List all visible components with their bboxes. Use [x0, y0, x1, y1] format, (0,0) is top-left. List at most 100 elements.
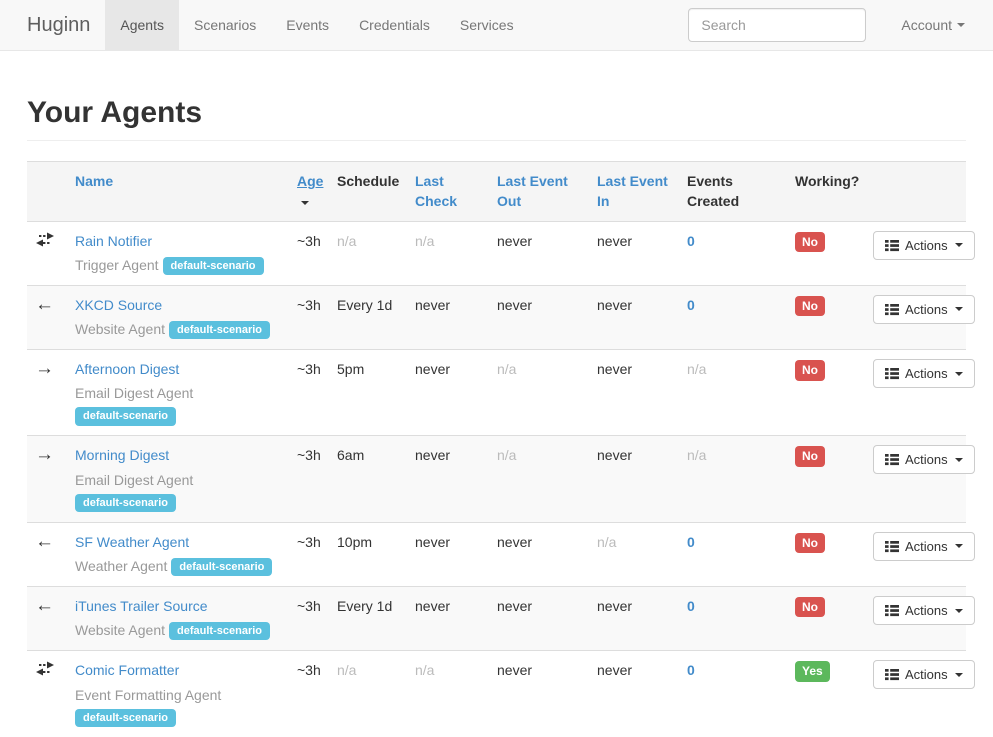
agent-name-link[interactable]: iTunes Trailer Source [75, 598, 208, 615]
direction-cell: → [27, 436, 67, 522]
caret-down-icon [954, 307, 963, 312]
scenario-badge[interactable]: default-scenario [75, 493, 176, 512]
main-content: Your Agents Name Age Schedule Last Check… [0, 96, 993, 737]
list-icon [885, 239, 899, 252]
last-check-value: n/a [415, 232, 435, 249]
nav-item-services[interactable]: Services [459, 17, 514, 33]
arrow-left-icon: ← [35, 530, 54, 552]
last-check-value: never [415, 533, 451, 550]
events-created-cell: 0 [679, 522, 787, 586]
sort-last-check-link[interactable]: Last Check [415, 173, 458, 210]
events-created-link[interactable]: 0 [687, 662, 695, 679]
sort-last-event-in-link[interactable]: Last Event In [597, 173, 668, 210]
nav-item-events[interactable]: Events [286, 17, 330, 33]
actions-button[interactable]: Actions [873, 660, 975, 690]
nav-item-agents[interactable]: Agents [105, 0, 179, 50]
working-badge: No [795, 295, 825, 317]
list-icon [885, 604, 899, 617]
sort-last-event-out-link[interactable]: Last Event Out [497, 173, 568, 210]
list-icon [885, 668, 899, 681]
events-created-value: n/a [687, 447, 707, 464]
events-created-link[interactable]: 0 [687, 533, 695, 550]
working-cell: No [787, 587, 865, 651]
header-last-check: Last Check [407, 161, 489, 222]
last-check-value: never [415, 598, 451, 615]
scenario-badge[interactable]: default-scenario [162, 256, 264, 275]
actions-button[interactable]: Actions [873, 294, 975, 324]
events-created-link[interactable]: 0 [687, 296, 695, 313]
list-icon [885, 540, 899, 553]
nav-item-scenarios[interactable]: Scenarios [193, 17, 257, 33]
agent-subline: Email Digest Agent default-scenario [75, 469, 281, 513]
agent-name-link[interactable]: XKCD Source [75, 296, 163, 313]
events-created-link[interactable]: 0 [687, 232, 695, 249]
working-badge: No [795, 231, 825, 252]
agent-name-link[interactable]: SF Weather Agent [75, 533, 190, 550]
working-cell: No [787, 221, 865, 285]
name-cell: XKCD Source Website Agent default-scenari… [67, 285, 289, 349]
scenario-badge[interactable]: default-scenario [75, 407, 176, 426]
actions-cell: Actions [865, 285, 975, 349]
last-check-value: never [415, 447, 451, 464]
direction-cell: ← [27, 285, 67, 349]
caret-down-icon [954, 608, 963, 613]
actions-label: Actions [905, 301, 948, 317]
caret-down-icon [957, 23, 965, 27]
scenario-badge[interactable]: default-scenario [171, 558, 273, 577]
age-value: ~3h [297, 662, 321, 679]
name-cell: SF Weather Agent Weather Agent default-sc… [67, 522, 289, 586]
agent-type-label: Email Digest Agent [75, 471, 194, 488]
age-value: ~3h [297, 598, 321, 615]
actions-button[interactable]: Actions [873, 596, 975, 626]
caret-down-icon [954, 544, 963, 549]
agent-type-label: Email Digest Agent [75, 385, 194, 402]
agent-name-link[interactable]: Morning Digest [75, 447, 170, 464]
actions-cell: Actions [865, 436, 975, 522]
events-created-cell: 0 [679, 587, 787, 651]
working-cell: No [787, 350, 865, 436]
arrow-left-icon: ← [35, 293, 54, 315]
scenario-badge[interactable]: default-scenario [169, 321, 270, 340]
sort-age-link[interactable]: Age [297, 173, 324, 189]
working-cell: No [787, 285, 865, 349]
working-cell: No [787, 436, 865, 522]
caret-down-icon [954, 672, 963, 677]
brand-link[interactable]: Huginn [27, 14, 91, 36]
scenario-badge[interactable]: default-scenario [169, 622, 270, 641]
actions-label: Actions [905, 452, 948, 468]
events-created-link[interactable]: 0 [687, 598, 695, 615]
agent-subline: Email Digest Agent default-scenario [75, 382, 281, 426]
direction-cell: ← [27, 587, 67, 651]
age-value: ~3h [297, 447, 321, 464]
agent-subline: Trigger Agent default-scenario [75, 254, 281, 276]
schedule-value: 10pm [337, 533, 373, 550]
header-age: Age [289, 161, 329, 222]
sort-name-link[interactable]: Name [75, 173, 114, 189]
direction-cell: ← [27, 522, 67, 586]
nav-item-credentials[interactable]: Credentials [359, 17, 430, 33]
last-event-out-value: never [497, 662, 533, 679]
exchange-icon [35, 232, 55, 252]
actions-button[interactable]: Actions [873, 230, 975, 260]
name-cell: iTunes Trailer Source Website Agent defau… [67, 587, 289, 651]
events-created-cell: 0 [679, 651, 787, 737]
actions-button[interactable]: Actions [873, 531, 975, 561]
actions-button[interactable]: Actions [873, 445, 975, 475]
arrow-right-icon: → [35, 358, 54, 380]
actions-label: Actions [905, 538, 948, 554]
header-icon-col [27, 161, 67, 222]
actions-button[interactable]: Actions [873, 359, 975, 389]
table-row: → Afternoon Digest Email Digest Agent def… [27, 349, 975, 436]
agents-table: Name Age Schedule Last Check Last Event … [27, 161, 975, 737]
schedule-value: n/a [337, 662, 357, 679]
last-check-value: never [415, 296, 451, 313]
agent-name-link[interactable]: Comic Formatter [75, 662, 180, 679]
agent-name-link[interactable]: Rain Notifier [75, 232, 153, 249]
account-menu-button[interactable]: Account [891, 0, 975, 50]
agent-name-link[interactable]: Afternoon Digest [75, 361, 180, 378]
list-icon [885, 303, 899, 316]
working-badge: No [795, 446, 825, 467]
agent-subline: Event Formatting Agentdefault-scenario [75, 684, 281, 728]
list-icon [885, 453, 899, 466]
search-input[interactable] [688, 8, 867, 42]
